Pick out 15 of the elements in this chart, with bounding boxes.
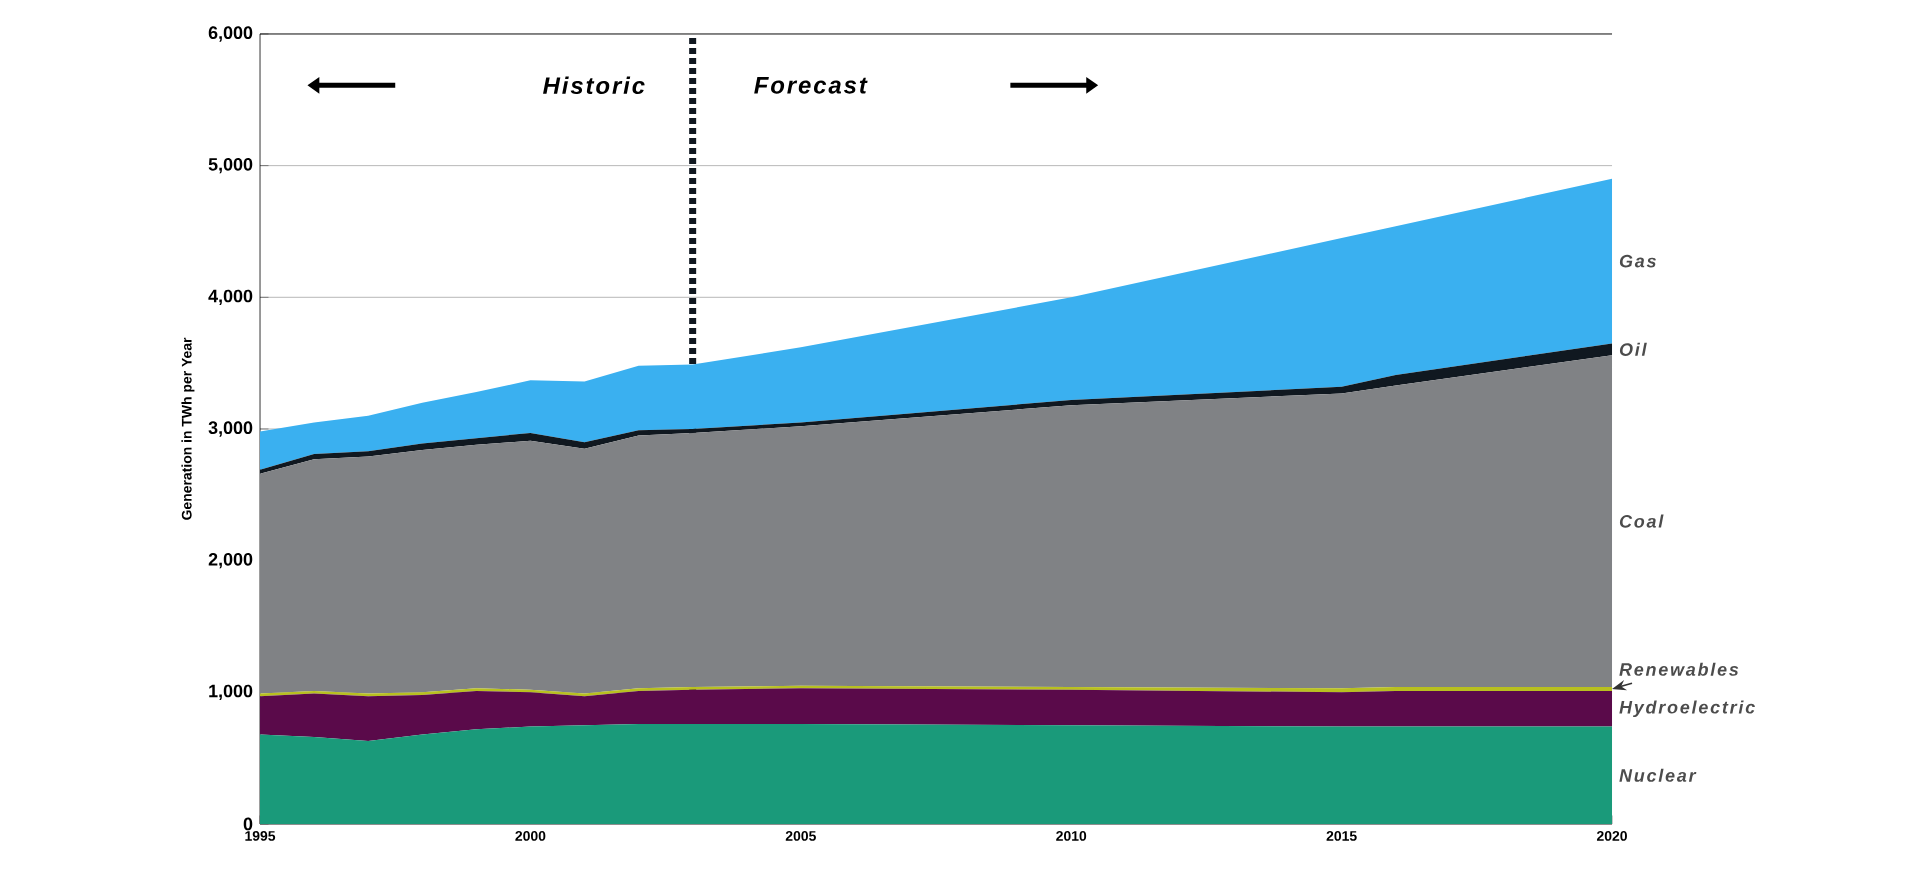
y-tick-label: 5,000 [208,157,253,174]
annotation: Historic [543,76,645,95]
y-tick-label: 4,000 [208,289,253,305]
y-tick-label: 6,000 [208,26,253,42]
series-label: Oil [1619,342,1647,356]
series-label: Nuclear [1619,768,1697,782]
y-tick-label: 3,000 [208,421,253,437]
annotation: Forecast [754,77,868,94]
series-label: Coal [1619,514,1664,528]
series-label: Renewables [1619,662,1739,676]
y-tick-label: 0 [243,817,253,831]
series-label: Hydroelectric [1619,700,1755,718]
y-tick-label: 2,000 [208,552,253,569]
series-label: Gas [1619,254,1656,268]
y-tick-label: 1,000 [209,684,253,700]
